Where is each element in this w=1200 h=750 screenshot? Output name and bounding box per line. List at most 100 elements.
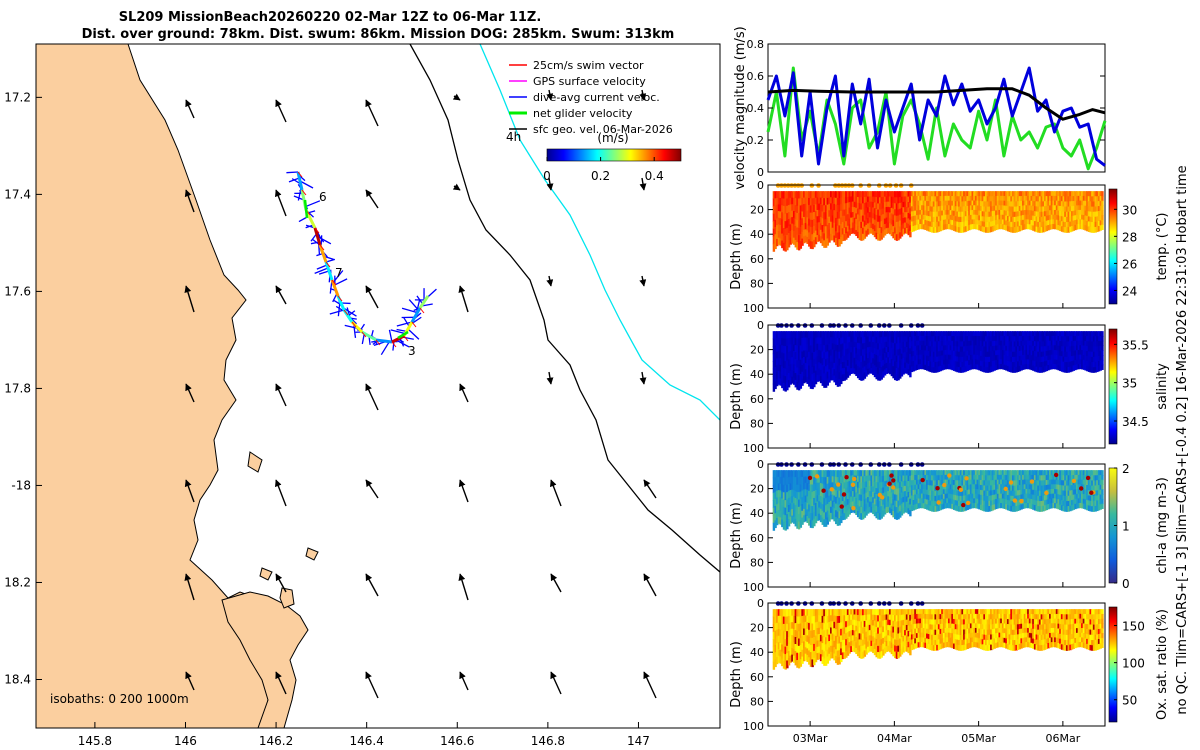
section-data-cell [993,196,996,202]
section-data-cell [1065,495,1069,502]
section-data-cell [1067,341,1070,348]
section-data-cell [1077,331,1081,337]
section-data-cell [981,346,985,352]
section-data-cell [1084,200,1087,207]
section-data-cell [786,331,789,339]
section-data-cell [890,202,894,209]
section-data-cell [958,336,961,342]
section-data-cell [1074,489,1077,495]
section-data-cell [1065,485,1069,492]
section-data-cell [892,226,895,233]
section-data-cell [990,480,993,486]
section-data-cell [818,482,821,490]
section-data-cell [894,482,897,489]
section-data-cell [1005,331,1008,337]
section-data-cell [791,509,794,517]
section-data-cell [781,212,784,220]
section-data-cell [1094,366,1097,373]
section-data-cell [990,221,993,228]
section-data-cell [831,355,835,363]
section-data-cell [927,220,931,227]
section-data-cell [1096,351,1099,357]
section-data-cell [1094,356,1097,363]
section-data-cell [784,353,787,362]
section-data-cell [920,331,924,337]
section-data-cell [826,378,830,386]
section-data-cell [1043,336,1047,342]
section-data-cell [850,217,853,224]
section-data-cell [920,493,924,499]
section-data-cell [904,367,907,374]
section-data-cell [1057,205,1060,211]
section-data-cell [1096,221,1099,228]
section-data-cell [836,198,840,206]
section-data-cell [914,331,917,337]
section-data-cell [993,210,996,217]
section-data-cell [939,365,942,372]
geo-velocity-arrow [643,573,657,597]
section-data-cell [1022,494,1025,500]
section-data-cell [806,230,809,238]
section-data-cell [983,480,986,486]
section-data-cell [856,196,860,204]
section-data-cell [1092,216,1096,223]
section-data-cell [828,337,831,345]
section-data-cell [1005,365,1008,371]
section-data-cell [836,490,840,499]
section-data-cell [858,470,862,477]
section-data-cell [1101,200,1104,207]
section-data-cell [902,196,905,203]
section-data-cell [873,475,877,483]
section-data-cell [969,479,973,485]
section-data-cell [877,221,880,229]
section-data-cell [1065,211,1069,218]
section-data-cell [819,229,823,237]
section-data-cell [862,343,865,350]
section-data-cell [838,379,841,387]
section-data-cell [1075,350,1079,356]
section-data-cell [973,345,976,351]
section-data-cell [1033,201,1037,207]
section-data-cell [927,346,931,352]
section-data-cell [990,475,993,481]
section-data-cell [985,336,988,342]
section-data-cell [932,211,936,218]
section-data-cell [1035,346,1038,352]
section-data-cell [1035,495,1038,502]
section-data-cell [875,343,878,350]
section-data-cell [776,238,779,247]
section-data-cell [1054,493,1057,499]
section-data-cell [915,331,919,337]
section-data-cell [853,341,856,348]
section-data-cell [1074,470,1077,476]
section-data-cell [902,331,905,338]
section-data-cell [888,496,892,503]
section-data-cell [1097,220,1101,227]
section-data-cell [829,361,833,369]
section-data-cell [1047,484,1050,491]
section-data-cell [868,485,872,492]
section-data-cell [814,470,818,478]
section-data-cell [1020,191,1023,197]
section-data-cell [831,197,835,204]
section-data-cell [944,489,947,495]
section-data-cell [942,494,946,500]
section-data-cell [920,503,924,509]
section-data-cell [818,488,821,496]
section-data-cell [841,494,845,502]
section-data-cell [979,480,983,486]
section-data-cell [888,357,892,364]
section-data-cell [887,331,890,337]
section-data-cell [848,336,851,343]
section-data-cell [973,498,976,504]
section-data-cell [1011,341,1015,348]
section-data-cell [915,205,919,211]
section-data-cell [936,201,939,207]
section-data-cell [1037,336,1040,342]
section-data-cell [1028,503,1032,509]
section-data-cell [835,337,838,346]
section-data-cell [1027,214,1030,220]
section-data-cell [914,504,917,510]
section-data-cell [791,344,794,352]
section-data-cell [907,196,910,203]
